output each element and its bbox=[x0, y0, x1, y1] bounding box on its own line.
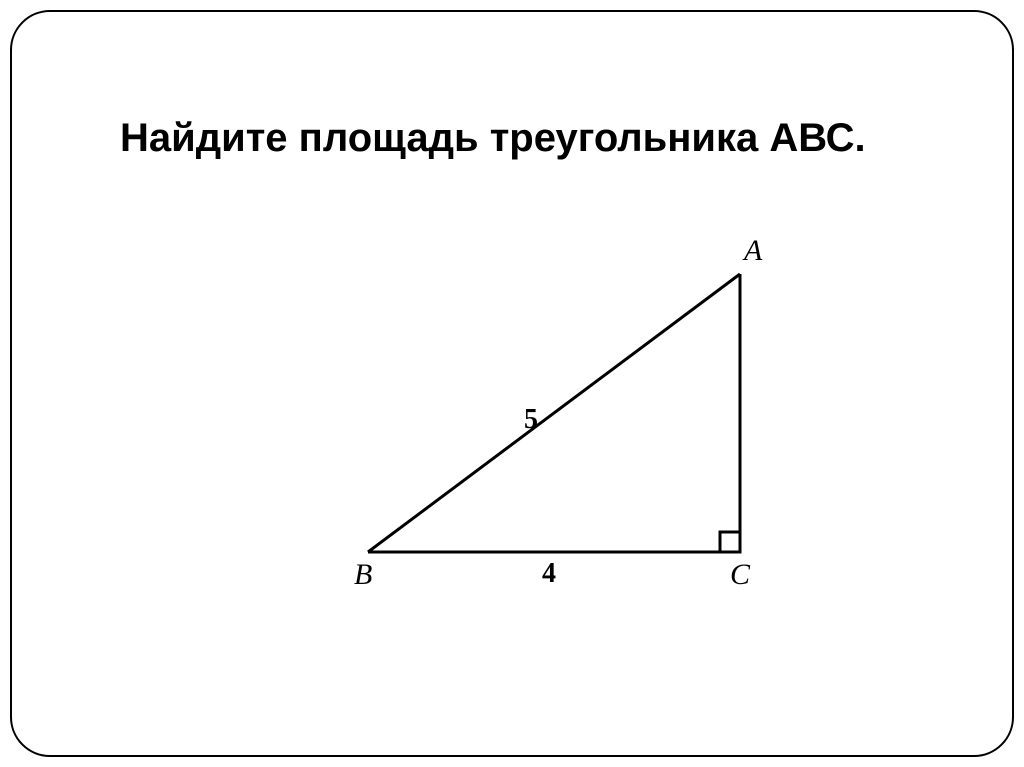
side-ba bbox=[368, 274, 740, 552]
side-label-ab: 5 bbox=[524, 404, 538, 436]
problem-heading: Найдите площадь треугольника АВС. bbox=[120, 114, 920, 162]
vertex-label-b: B bbox=[354, 558, 372, 592]
vertex-label-a: A bbox=[744, 234, 762, 268]
slide-frame: Найдите площадь треугольника АВС. A B C … bbox=[10, 10, 1014, 757]
vertex-label-c: C bbox=[730, 558, 750, 592]
triangle-diagram: A B C 5 4 bbox=[312, 252, 812, 652]
right-angle-marker bbox=[720, 532, 740, 552]
side-label-bc: 4 bbox=[542, 558, 556, 590]
triangle-svg bbox=[312, 252, 812, 652]
